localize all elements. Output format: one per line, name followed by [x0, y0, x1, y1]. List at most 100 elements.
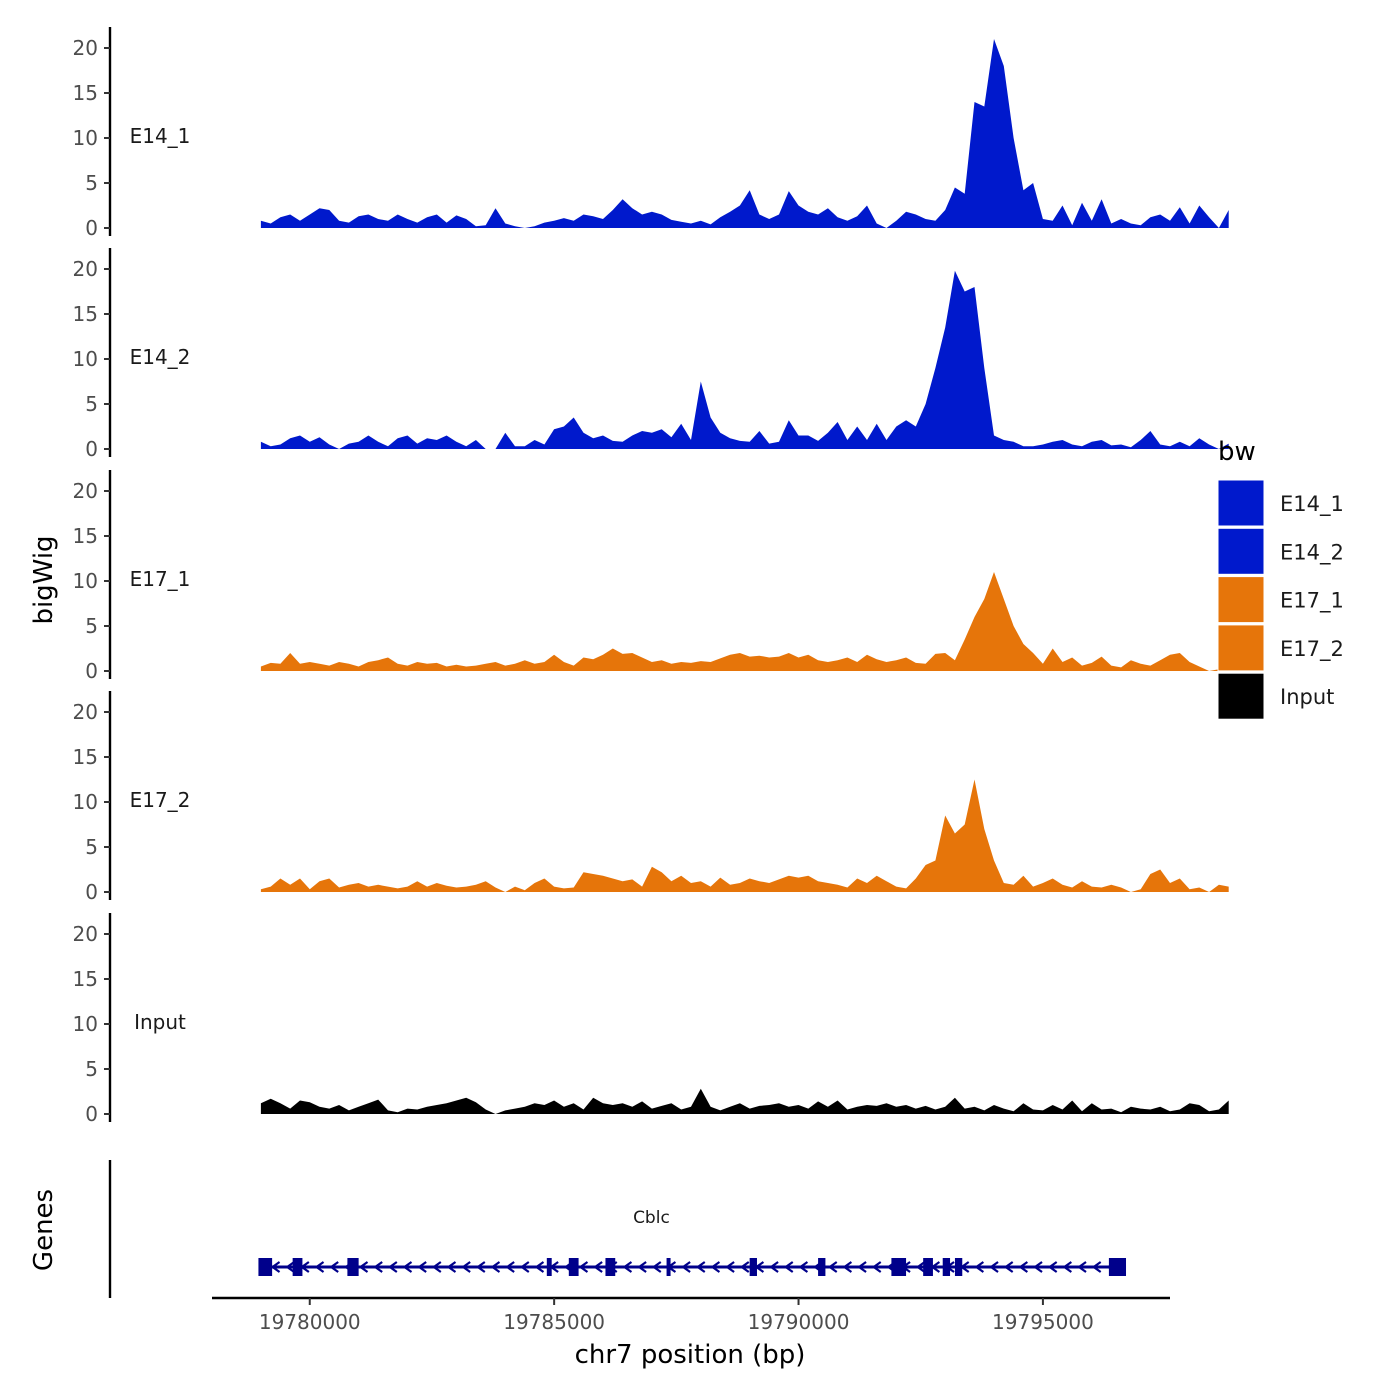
gene-cblc: Cblc: [258, 1208, 1127, 1276]
track-e17_2: 0 5 10 15 20 E17_2: [73, 691, 1229, 904]
signal-tracks: 05101520E14_105101520E14_205101520E17_10…: [73, 27, 1229, 1126]
x-axis: 19780000 19785000 19790000 19795000: [212, 1296, 1170, 1334]
y-tick-label: 20: [73, 479, 98, 503]
track-input: 0 5 10 15 20 Input: [73, 913, 1229, 1126]
genes-axis-title: Genes: [29, 1189, 59, 1271]
y-tick-label: 15: [73, 524, 98, 548]
strand-arrow: [827, 1261, 838, 1273]
y-tick-label: 0: [85, 437, 98, 461]
legend-swatch-e17_2: [1217, 624, 1265, 672]
exon-block: [1108, 1258, 1127, 1276]
strand-arrow: [446, 1261, 457, 1273]
strand-arrow: [798, 1261, 809, 1273]
exon-block: [749, 1258, 757, 1276]
y-tick-label: 10: [73, 1012, 98, 1036]
track-label: E17_2: [130, 788, 191, 812]
y-tick-label: 15: [73, 745, 98, 769]
strand-arrow: [622, 1261, 633, 1273]
exon-block: [942, 1258, 951, 1276]
strand-arrow: [402, 1261, 413, 1273]
strand-arrow: [1047, 1261, 1058, 1273]
strand-arrow: [475, 1261, 486, 1273]
legend-title: bw: [1218, 437, 1256, 467]
legend-swatch-e14_1: [1217, 479, 1265, 527]
x-axis-title: chr7 position (bp): [575, 1340, 806, 1370]
strand-arrow: [857, 1261, 867, 1273]
y-tick-label: 15: [73, 81, 98, 105]
exon-block: [666, 1258, 671, 1276]
y-tick-label: 5: [85, 835, 98, 859]
gene-track: Cblc: [108, 1160, 1127, 1298]
y-tick-label: 10: [73, 569, 98, 593]
strand-arrow: [1091, 1261, 1102, 1273]
x-tick-label: 19780000: [259, 1310, 361, 1334]
exon-block: [546, 1258, 552, 1276]
exon-block: [923, 1258, 933, 1276]
exon-block: [818, 1258, 826, 1276]
y-tick-label: 15: [73, 302, 98, 326]
legend-label: E14_2: [1280, 540, 1344, 565]
gene-label: Cblc: [633, 1208, 670, 1228]
x-tick-label: 19795000: [992, 1310, 1094, 1334]
track-e14_1: 0 5 10 15 20 E14_1: [73, 27, 1229, 240]
exon-block: [347, 1258, 359, 1276]
y-tick-label: 20: [73, 700, 98, 724]
strand-arrow: [1018, 1261, 1029, 1273]
y-tick-label: 0: [85, 216, 98, 240]
strand-arrow: [505, 1261, 515, 1273]
strand-arrow: [1062, 1261, 1072, 1273]
y-tick-label: 20: [73, 36, 98, 60]
exon-block: [954, 1258, 963, 1276]
y-tick-label: 0: [85, 880, 98, 904]
legend-swatch-e17_1: [1217, 576, 1265, 624]
exon-block: [258, 1258, 273, 1276]
y-tick-label: 10: [73, 126, 98, 150]
strand-arrow: [285, 1261, 295, 1273]
signal-area-e14_1: [260, 39, 1229, 228]
y-tick-label: 10: [73, 790, 98, 814]
y-tick-label: 0: [85, 1102, 98, 1126]
strand-arrow: [681, 1261, 691, 1273]
exon-block: [292, 1258, 303, 1276]
track-label: E14_2: [130, 345, 191, 369]
strand-arrow: [373, 1261, 383, 1273]
legend-swatch-e14_2: [1217, 527, 1265, 575]
y-tick-label: 5: [85, 1057, 98, 1081]
legend-label: E14_1: [1280, 492, 1344, 517]
y-tick-label: 0: [85, 659, 98, 683]
strand-arrow: [461, 1261, 471, 1273]
strand-arrow: [534, 1261, 545, 1273]
y-tick-label: 20: [73, 922, 98, 946]
y-tick-label: 15: [73, 967, 98, 991]
strand-arrow: [769, 1261, 779, 1273]
exon-block: [568, 1258, 579, 1276]
strand-arrow: [725, 1261, 735, 1273]
signal-area-e14_2: [260, 270, 1229, 449]
signal-area-input: [260, 1088, 1229, 1114]
x-tick-label: 19785000: [503, 1310, 605, 1334]
y-tick-label: 10: [73, 347, 98, 371]
strand-arrow: [593, 1261, 603, 1273]
strand-arrow: [358, 1261, 369, 1273]
strand-arrow: [1003, 1261, 1014, 1273]
exon-block: [605, 1258, 616, 1276]
track-label: E17_1: [130, 567, 191, 591]
strand-arrow: [329, 1261, 339, 1273]
strand-arrow: [519, 1261, 530, 1273]
strand-arrow: [387, 1261, 398, 1273]
strand-arrow: [989, 1261, 999, 1273]
strand-arrow: [739, 1261, 750, 1273]
exon-block: [891, 1258, 907, 1276]
strand-arrow: [651, 1261, 662, 1273]
strand-arrow: [974, 1261, 985, 1273]
strand-arrow: [783, 1261, 794, 1273]
y-tick-label: 5: [85, 614, 98, 638]
signal-area-e17_2: [260, 779, 1229, 892]
track-e17_1: 0 5 10 15 20 E17_1: [73, 470, 1229, 683]
track-e14_2: 0 5 10 15 20 E14_2: [73, 248, 1229, 461]
legend-label: E17_2: [1280, 637, 1344, 662]
strand-arrow: [1033, 1261, 1043, 1273]
strand-arrow: [1077, 1261, 1087, 1273]
track-label: Input: [134, 1010, 186, 1034]
